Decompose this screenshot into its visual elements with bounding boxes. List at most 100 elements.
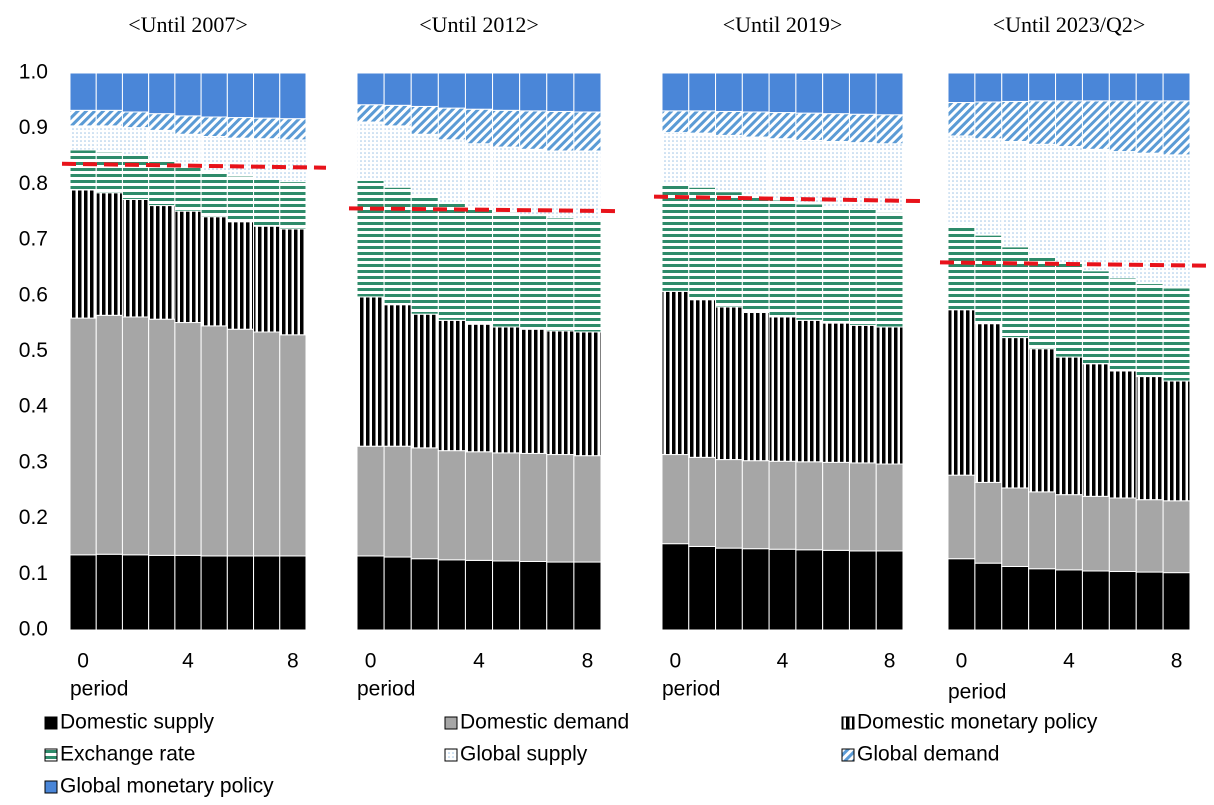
bar-segment [741, 72, 770, 113]
bar-segment [410, 313, 439, 449]
bar-segment [437, 450, 466, 561]
legend-label: Domestic demand [460, 711, 629, 734]
bar-segment [661, 132, 690, 185]
y-tick-label: 1.0 [19, 61, 48, 84]
bar-segment [148, 318, 176, 556]
x-tick-label: 4 [182, 650, 194, 673]
x-tick-label: 8 [582, 650, 594, 673]
bar-segment [768, 460, 797, 550]
bar-segment [253, 555, 281, 631]
legend-swatch [44, 748, 58, 762]
bar-segment [464, 559, 494, 631]
x-tick-label: 0 [670, 650, 682, 673]
bar-segment [121, 72, 150, 113]
bar-segment [1001, 246, 1030, 339]
bar-segment [279, 181, 307, 230]
bar-segment [947, 474, 976, 560]
x-tick-label: 0 [365, 650, 377, 673]
bar-segment [1108, 100, 1137, 153]
bar-segment [688, 72, 717, 112]
bar-segment [279, 139, 307, 183]
bar-segment [200, 171, 228, 218]
bar-segment [573, 561, 602, 631]
bar-segment [947, 224, 976, 311]
bar-segment [200, 325, 228, 557]
bar-segment [519, 72, 548, 112]
bar-segment [1162, 380, 1191, 502]
bar-segment [715, 72, 743, 112]
bar-segment [253, 72, 281, 119]
bar-segment [464, 207, 494, 325]
bar-segment [226, 175, 255, 223]
bar-segment [1001, 337, 1030, 489]
panel-title: <Until 2023/Q2> [993, 12, 1146, 37]
bar-segment [279, 118, 307, 141]
bar-segment [741, 312, 770, 462]
bar-segment [464, 143, 494, 209]
bar-segment [947, 558, 976, 631]
bar-segment [1028, 72, 1057, 102]
bar-segment [1162, 100, 1191, 156]
bar-segment [822, 461, 850, 551]
bar-segment [200, 555, 228, 631]
bar-segment [437, 107, 466, 141]
bar-segment [1081, 148, 1110, 272]
bar-segment [661, 543, 690, 631]
bar-segment [974, 234, 1003, 325]
bar-segment [688, 110, 717, 134]
bar-segment [947, 135, 976, 226]
bar-segment [573, 219, 602, 333]
x-tick-label: 4 [473, 650, 485, 673]
bar-segment [822, 72, 850, 115]
bar-segment [546, 561, 575, 631]
bar-segment [519, 215, 548, 330]
bar-segment [546, 110, 575, 152]
bar-segment [822, 206, 850, 324]
bar-segment [279, 228, 307, 336]
panel-title: <Until 2019> [723, 12, 843, 37]
bar-segment [795, 461, 824, 551]
bar-segment [546, 454, 575, 563]
x-tick-label: 8 [287, 650, 299, 673]
bar-segment [768, 112, 797, 140]
legend-swatch [841, 748, 855, 762]
reference-line [348, 206, 622, 214]
bar-segment [974, 138, 1003, 236]
bar-segment [875, 463, 904, 552]
bar-segment [974, 101, 1003, 140]
bar-segment [200, 116, 228, 137]
bar-segment [69, 189, 97, 319]
bar-segment [437, 139, 466, 203]
legend-label: Domestic monetary policy [857, 711, 1098, 734]
bar-segment [1162, 500, 1191, 574]
bar-segment [464, 323, 494, 453]
bar-segment [356, 180, 385, 298]
legend-label: Domestic supply [60, 711, 215, 734]
y-tick-label: 0.4 [19, 395, 49, 418]
bar-segment [356, 121, 385, 182]
legend-swatch [841, 716, 855, 730]
bar-segment [1055, 146, 1083, 263]
bar-segment [226, 555, 255, 631]
bar-segment [437, 72, 466, 109]
bar-segment [1135, 499, 1164, 573]
bar-segment [741, 460, 770, 550]
bar-segment [1055, 569, 1083, 631]
bar-segment [492, 452, 521, 562]
bar-segment [795, 319, 824, 463]
bar-segment [69, 109, 97, 127]
legend-swatch [44, 716, 58, 730]
x-tick-label: 0 [77, 650, 89, 673]
bar-segment [795, 112, 824, 141]
legend-label: Exchange rate [60, 743, 195, 766]
bar-segment [383, 186, 412, 306]
y-tick-label: 0.8 [19, 172, 48, 195]
bar-segment [121, 127, 150, 156]
bar-segment [661, 72, 690, 112]
bar-segment [148, 113, 176, 131]
bar-segment [226, 328, 255, 557]
bar-segment [688, 456, 717, 547]
bar-segment [356, 555, 385, 631]
y-tick-label: 0.0 [19, 618, 48, 641]
y-tick-label: 0.2 [19, 506, 48, 529]
